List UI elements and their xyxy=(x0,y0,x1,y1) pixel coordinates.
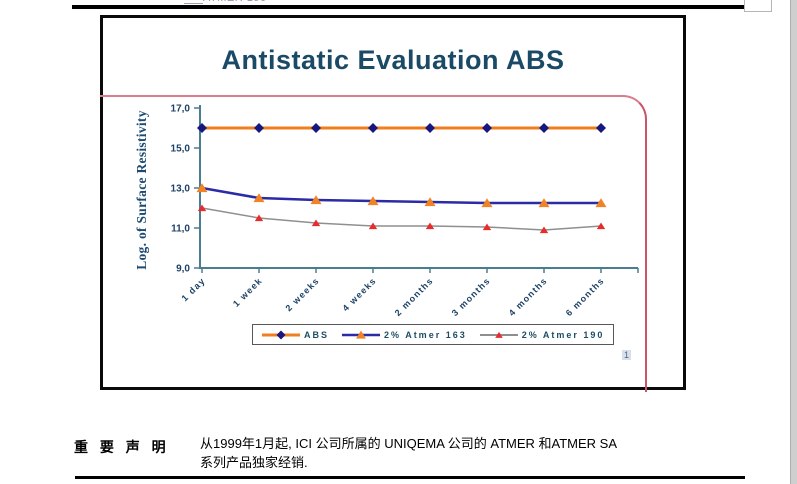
disclaimer-line-2: 系列产品独家经销. xyxy=(200,455,308,470)
legend-entry: 2% Atmer 163 xyxy=(342,329,467,341)
disclaimer-heading: 重 要 声 明 xyxy=(74,439,170,455)
disclaimer-line-1: 从1999年1月起, ICI 公司所属的 UNIQEMA 公司的 ATMER 和… xyxy=(200,436,618,451)
svg-text:1 day: 1 day xyxy=(179,275,207,303)
chart-plot-area: 17,0 15,0 13,0 11,0 9,0 1 day 1 week 2 weeks 4 w… xyxy=(155,95,655,325)
svg-text:2 months: 2 months xyxy=(393,275,436,318)
svg-text:4 weeks: 4 weeks xyxy=(340,275,378,313)
disclaimer-text: 从1999年1月起, ICI 公司所属的 UNIQEMA 公司的 ATMER 和… xyxy=(200,434,740,472)
svg-text:1 week: 1 week xyxy=(231,275,264,308)
top-right-frame-fragment xyxy=(744,0,772,12)
bottom-horizontal-rule xyxy=(75,476,745,479)
legend-entry: ABS xyxy=(262,329,329,341)
header-underline xyxy=(184,3,203,4)
svg-text:2 weeks: 2 weeks xyxy=(283,275,321,313)
legend-label: 2% Atmer 163 xyxy=(384,329,467,340)
legend-marker-icon xyxy=(479,331,518,338)
svg-text:9,0: 9,0 xyxy=(176,264,190,275)
svg-text:17,0: 17,0 xyxy=(171,104,191,115)
clipped-header-text: ATMER 190 xyxy=(203,0,333,5)
svg-text:6 months: 6 months xyxy=(564,275,607,318)
chart-legend: ABS 2% Atmer 163 2% Atmer 190 xyxy=(252,324,615,345)
y-axis-title: Log. of Surface Resistivity xyxy=(134,110,149,270)
svg-text:4 months: 4 months xyxy=(507,275,550,318)
top-horizontal-rule xyxy=(72,5,745,9)
legend-marker-icon xyxy=(262,330,300,339)
svg-text:15,0: 15,0 xyxy=(171,144,191,155)
legend-label: 2% Atmer 190 xyxy=(521,329,605,340)
legend-marker-icon xyxy=(342,330,381,339)
legend-label: ABS xyxy=(304,329,330,340)
svg-text:13,0: 13,0 xyxy=(171,184,191,195)
chart-title: Antistatic Evaluation ABS xyxy=(221,45,565,75)
svg-text:11,0: 11,0 xyxy=(171,224,190,235)
page-number: 1 xyxy=(622,350,632,360)
clipped-header-label: ATMER 190 xyxy=(203,0,333,4)
chart-svg: 17,0 15,0 13,0 11,0 9,01 day 1 week 2 weeks 4 w… xyxy=(171,104,639,318)
scrollbar-track[interactable] xyxy=(790,0,797,484)
svg-text:3 months: 3 months xyxy=(450,275,493,318)
legend-entry: 2% Atmer 190 xyxy=(479,329,605,341)
